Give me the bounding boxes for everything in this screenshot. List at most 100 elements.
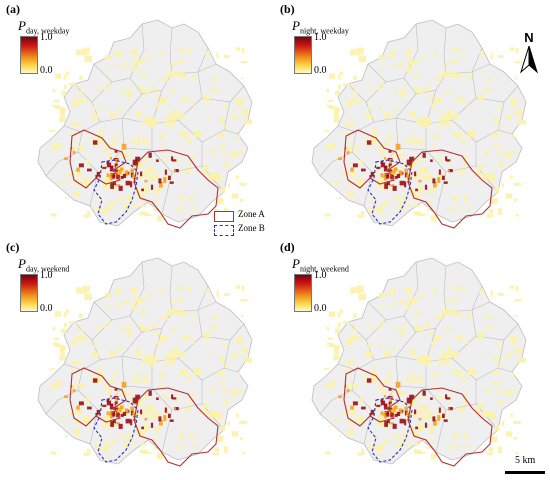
hotspot-cell bbox=[179, 73, 186, 76]
hotspot-cell bbox=[209, 389, 215, 392]
hotspot-cell bbox=[401, 433, 409, 440]
hotspot-cell bbox=[350, 170, 356, 177]
hotspot-cell bbox=[408, 203, 412, 207]
map-panel-b: (b) Pnight, weekday 1.0 0.0 bbox=[276, 2, 548, 234]
hotspot-cell bbox=[381, 143, 387, 147]
hotspot-cell bbox=[378, 54, 386, 60]
hotspot-cell bbox=[95, 413, 98, 416]
hotspot-cell bbox=[383, 350, 391, 357]
hotspot-cell bbox=[510, 175, 513, 180]
hotspot-cell bbox=[388, 150, 392, 153]
hotspot-cell bbox=[338, 395, 342, 399]
hotspot-cell bbox=[326, 104, 333, 107]
hotspot-cell bbox=[392, 344, 396, 352]
hotspot-cell bbox=[326, 88, 330, 93]
hotspot-cell bbox=[406, 140, 413, 144]
hotspot-cell bbox=[182, 443, 186, 449]
hotspot-cell bbox=[118, 344, 122, 352]
hotspot-cell bbox=[435, 316, 442, 320]
hotspot-cell bbox=[96, 435, 102, 439]
hotspot-cell bbox=[360, 448, 365, 456]
hotspot-cell bbox=[484, 88, 493, 92]
hotspot-cell bbox=[164, 360, 168, 367]
hotspot-cell bbox=[406, 412, 411, 416]
hotspot-cell bbox=[498, 126, 503, 129]
hotspot-cell bbox=[370, 326, 375, 331]
hotspot-cell bbox=[436, 174, 445, 181]
hotspot-cell bbox=[179, 369, 188, 376]
hotspot-cell bbox=[238, 372, 241, 377]
hotspot-cell bbox=[136, 111, 142, 118]
hotspot-cell bbox=[405, 417, 410, 420]
hotspot-cell bbox=[158, 372, 166, 377]
hotspot-cell bbox=[241, 47, 245, 54]
hotspot-cell bbox=[515, 452, 520, 455]
hotspot-cell bbox=[171, 301, 174, 306]
hotspot-cell bbox=[139, 141, 147, 144]
hotspot-cell bbox=[124, 203, 131, 211]
hotspot-cell bbox=[116, 176, 120, 180]
hotspot-cell bbox=[398, 153, 402, 157]
hotspot-cell bbox=[421, 404, 429, 412]
hotspot-cell bbox=[118, 171, 124, 177]
hotspot-cell bbox=[351, 90, 358, 94]
hotspot-cell bbox=[65, 434, 68, 438]
panel-label: (a) bbox=[6, 2, 20, 16]
hotspot-cell bbox=[205, 289, 210, 293]
hotspot-cell bbox=[434, 97, 441, 103]
hotspot-cell bbox=[414, 324, 418, 329]
hotspot-cell bbox=[174, 309, 182, 315]
hotspot-cell bbox=[143, 396, 149, 400]
zone-b-boundary bbox=[367, 159, 413, 225]
hotspot-cell bbox=[156, 159, 159, 162]
hotspot-cell bbox=[107, 306, 111, 309]
hotspot-cell bbox=[95, 371, 104, 374]
hotspot-cell bbox=[131, 377, 136, 380]
hotspot-cell bbox=[78, 145, 84, 151]
hotspot-cell bbox=[114, 51, 118, 58]
hotspot-cell bbox=[127, 433, 135, 440]
hotspot-cell bbox=[50, 213, 57, 217]
hotspot-cell bbox=[231, 431, 239, 437]
hotspot-cell bbox=[72, 148, 76, 155]
hotspot-cell bbox=[142, 359, 147, 363]
hotspot-cell bbox=[80, 148, 84, 151]
hotspot-cell bbox=[148, 390, 152, 396]
hotspot-cell bbox=[103, 421, 111, 427]
hotspot-cell bbox=[463, 433, 468, 439]
hotspot-cell bbox=[350, 49, 357, 56]
hotspot-cell bbox=[66, 71, 69, 76]
hotspot-cell bbox=[109, 157, 113, 160]
hotspot-cell bbox=[181, 311, 188, 317]
hotspot-cell bbox=[341, 173, 349, 177]
hotspot-cell bbox=[445, 71, 448, 75]
hotspot-cell bbox=[398, 408, 403, 414]
hotspot-cell bbox=[445, 301, 448, 306]
hotspot-cell bbox=[77, 335, 84, 341]
hotspot-cell bbox=[115, 397, 118, 403]
hotspot-cell bbox=[76, 323, 82, 326]
hotspot-cell bbox=[209, 151, 215, 154]
hotspot-cell bbox=[140, 442, 147, 446]
hotspot-cell bbox=[488, 447, 494, 452]
hotspot-cell bbox=[446, 328, 451, 332]
hotspot-cell bbox=[426, 323, 429, 330]
hotspot-cell bbox=[103, 177, 111, 185]
hotspot-cell bbox=[497, 293, 504, 296]
hotspot-cell bbox=[82, 47, 90, 55]
hotspot-cell bbox=[424, 184, 428, 190]
hotspot-cell bbox=[481, 355, 484, 359]
hotspot-cell bbox=[134, 161, 143, 168]
hotspot-cell bbox=[413, 141, 421, 144]
hotspot-cell bbox=[378, 345, 382, 348]
hotspot-cell bbox=[462, 49, 465, 54]
hotspot-cell bbox=[376, 166, 381, 169]
hotspot-cell bbox=[357, 452, 363, 456]
hotspot-cell bbox=[172, 90, 177, 94]
hotspot-cell bbox=[386, 181, 390, 186]
hotspot-cell bbox=[445, 63, 448, 68]
hotspot-cell bbox=[398, 203, 405, 211]
hotspot-cell bbox=[93, 106, 97, 111]
hotspot-cell bbox=[153, 207, 156, 212]
hotspot-cell bbox=[476, 164, 481, 171]
